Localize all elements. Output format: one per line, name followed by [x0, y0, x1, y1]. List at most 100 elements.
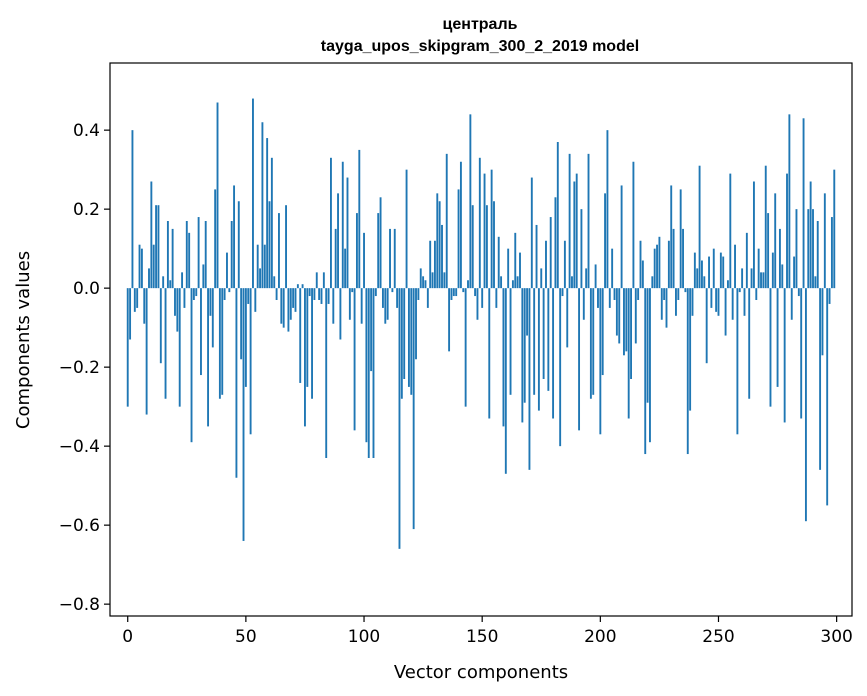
bar: [296, 284, 299, 289]
bar: [634, 288, 637, 344]
bar: [441, 224, 443, 289]
bar: [734, 244, 736, 289]
bar: [337, 193, 339, 289]
bar: [724, 288, 727, 336]
bar: [396, 288, 399, 308]
bar: [181, 272, 184, 289]
bar: [729, 173, 732, 289]
bar: [514, 232, 517, 289]
bar: [507, 248, 510, 289]
bar: [547, 288, 550, 391]
bar: [166, 221, 169, 289]
bar: [826, 288, 829, 506]
bar: [620, 185, 623, 289]
bar: [211, 288, 214, 348]
bar: [748, 288, 751, 399]
bar: [502, 288, 505, 427]
bar: [485, 205, 488, 289]
bar: [649, 288, 651, 443]
bar: [693, 252, 696, 289]
bar: [450, 288, 453, 300]
bar: [162, 276, 165, 289]
chart-title-line1: централь: [443, 16, 518, 33]
bar-series: [126, 98, 836, 549]
x-axis-label: Vector components: [394, 662, 568, 683]
bar: [677, 288, 680, 300]
bar: [372, 288, 375, 458]
bar: [698, 165, 701, 289]
bar: [299, 288, 302, 383]
bar: [481, 288, 484, 308]
bar: [821, 288, 824, 356]
bar: [630, 288, 632, 379]
bar: [530, 177, 533, 289]
bar: [400, 288, 403, 399]
bar: [809, 181, 812, 289]
bar: [469, 114, 472, 289]
bar: [552, 288, 555, 419]
bar: [133, 288, 136, 312]
bar: [339, 288, 342, 340]
bar: [660, 288, 663, 320]
bar: [436, 193, 439, 289]
bar: [313, 288, 316, 300]
bar: [365, 288, 368, 443]
bar: [478, 157, 481, 289]
bar: [202, 264, 205, 289]
bar: [455, 288, 458, 297]
bar: [462, 288, 465, 293]
bar: [599, 288, 602, 435]
bar: [152, 244, 155, 289]
bar: [762, 272, 765, 289]
bar: [793, 256, 796, 289]
bar: [386, 288, 389, 320]
bar: [377, 213, 380, 289]
bar: [126, 288, 129, 407]
bar: [618, 288, 621, 344]
bar: [658, 236, 661, 289]
bar: [819, 288, 822, 470]
bar: [523, 288, 526, 403]
bar: [268, 201, 271, 289]
bar: [405, 169, 408, 289]
bar: [802, 118, 805, 289]
bar: [797, 288, 800, 297]
bar: [490, 169, 493, 289]
bar: [459, 161, 462, 289]
bar: [511, 280, 514, 289]
bar: [651, 276, 654, 289]
bar: [407, 288, 410, 387]
bar: [363, 232, 365, 289]
bar: [308, 288, 311, 297]
bar: [582, 288, 585, 320]
bar: [623, 288, 625, 356]
bar: [289, 288, 292, 320]
bar: [233, 185, 236, 289]
bar: [568, 153, 571, 289]
bar: [429, 240, 432, 289]
bar: [686, 288, 689, 455]
bar: [448, 288, 451, 352]
bar: [639, 240, 642, 289]
bar: [259, 268, 261, 289]
bar: [705, 288, 708, 364]
bar: [573, 181, 576, 289]
bar: [417, 288, 420, 300]
bar: [412, 288, 415, 530]
bar: [287, 288, 290, 332]
bar: [812, 209, 814, 289]
bar: [615, 288, 618, 336]
bar: [197, 217, 200, 289]
bar: [575, 173, 578, 289]
bar: [684, 288, 687, 293]
bar: [474, 288, 477, 297]
bar: [174, 288, 176, 316]
bar: [535, 224, 538, 289]
bar: [334, 228, 337, 289]
bar: [741, 268, 744, 289]
y-tick-label: 0.0: [73, 279, 100, 299]
bar: [322, 272, 325, 289]
bar: [665, 288, 668, 328]
bar: [516, 276, 519, 289]
bar: [218, 288, 221, 399]
